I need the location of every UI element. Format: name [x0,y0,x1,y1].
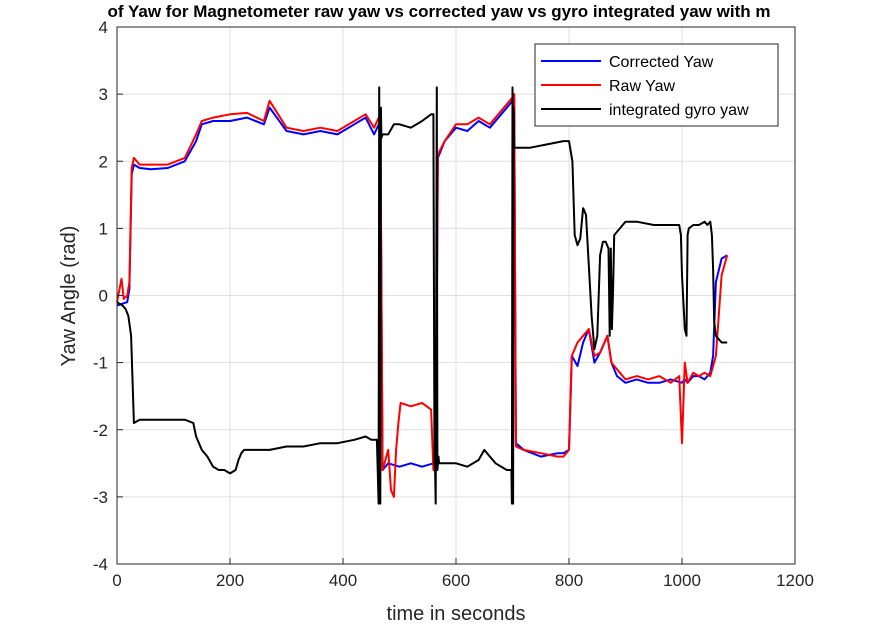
data-lines [116,86,729,505]
chart-title: of Yaw for Magnetometer raw yaw vs corre… [108,2,771,21]
y-tick-label: 3 [99,85,108,104]
y-tick-label: 4 [99,18,108,37]
y-tick-label: -3 [93,488,108,507]
series-line-corrected-yaw [116,96,728,471]
axis-ticks: 0 200 400 600 800 1000 1200 -4 -3 -2 -1 0 1 2 3 4 [93,18,814,590]
y-tick-label: 2 [99,152,108,171]
legend-label-integrated-gyro-yaw: integrated gyro yaw [609,102,749,119]
y-tick-label: 1 [99,219,108,238]
y-tick-label: 0 [99,287,108,306]
x-tick-label: 600 [442,571,470,590]
series-line-raw-yaw [116,93,729,498]
legend-label-corrected-yaw: Corrected Yaw [609,54,714,71]
x-tick-label: 0 [112,571,121,590]
y-tick-label: -1 [93,354,108,373]
x-tick-label: 400 [329,571,357,590]
legend-label-raw-yaw: Raw Yaw [609,78,676,95]
series-line-integrated-gyro-yaw [116,86,728,505]
x-axis-label: time in seconds [387,603,526,625]
legend: Corrected Yaw Raw Yaw integrated gyro yaw [534,43,779,127]
y-tick-label: -4 [93,555,108,574]
y-tick-label: -2 [93,421,108,440]
x-tick-label: 1000 [663,571,701,590]
x-tick-label: 800 [555,571,583,590]
y-axis-label: Yaw Angle (rad) [58,226,80,367]
x-tick-label: 200 [216,571,244,590]
x-tick-label: 1200 [776,571,814,590]
